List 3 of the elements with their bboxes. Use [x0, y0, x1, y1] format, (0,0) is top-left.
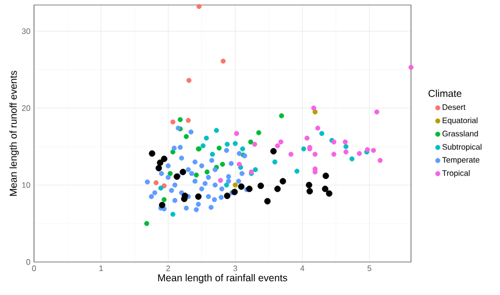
legend-title: Climate	[428, 90, 462, 97]
y-axis-title: Mean length of runoff events	[9, 70, 19, 196]
x-axis-title: Mean length of rainfall events	[158, 274, 288, 284]
